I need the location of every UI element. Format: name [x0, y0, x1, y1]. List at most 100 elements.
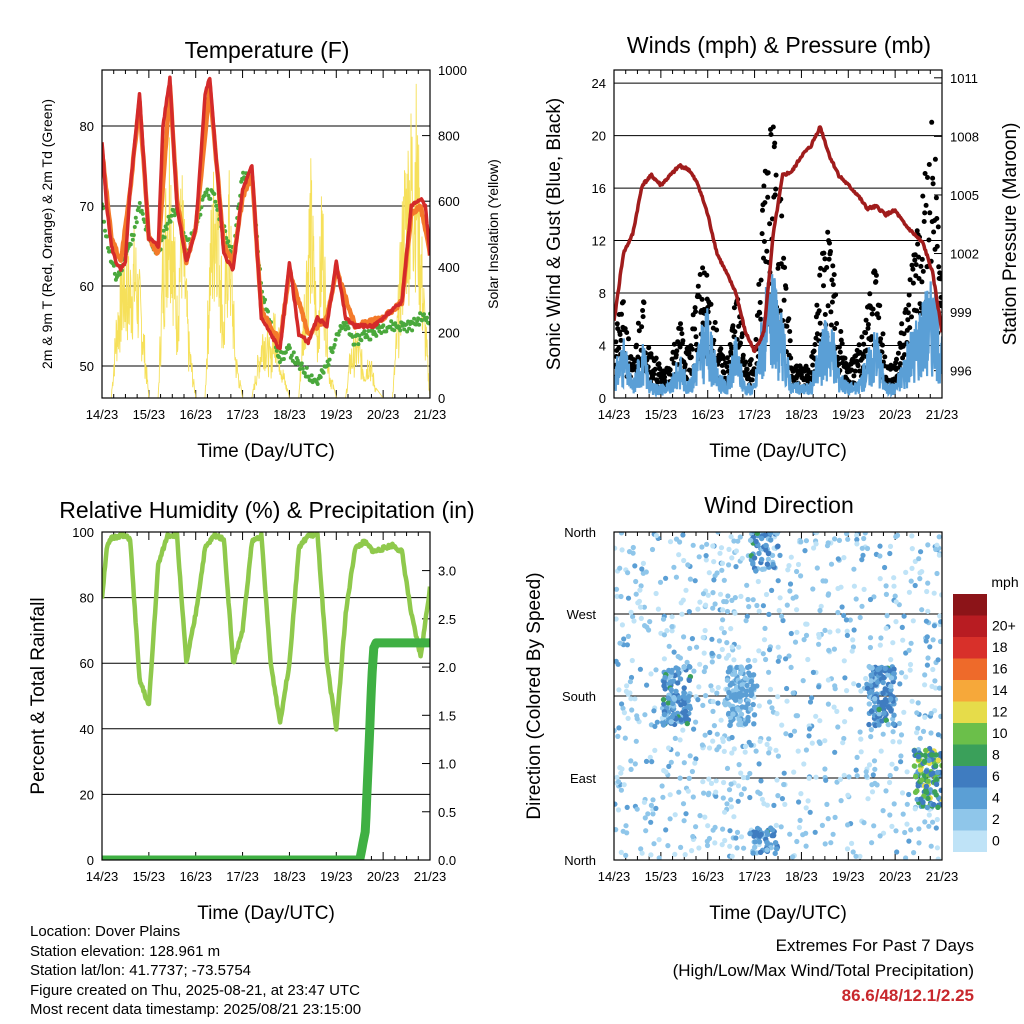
- direction-point: [648, 802, 655, 809]
- legend-label: 14: [992, 682, 1008, 698]
- direction-cluster-point: [681, 700, 687, 707]
- gust-point: [729, 345, 735, 351]
- direction-point: [657, 579, 664, 585]
- dewpoint-point: [357, 333, 362, 338]
- dewpoint-point: [356, 342, 361, 347]
- direction-point: [787, 588, 793, 594]
- direction-point: [615, 661, 621, 667]
- direction-point: [840, 740, 846, 746]
- y2-tick-label: 2.5: [438, 612, 456, 627]
- gust-point: [936, 264, 942, 270]
- direction-cluster-point: [911, 748, 917, 754]
- direction-cluster-point: [930, 770, 936, 776]
- gust-point: [678, 326, 684, 332]
- gust-point: [712, 320, 718, 325]
- gust-point: [765, 170, 771, 176]
- direction-cluster-point: [917, 767, 924, 773]
- direction-point: [892, 593, 898, 599]
- gust-point: [876, 315, 882, 321]
- dewpoint-point: [128, 242, 133, 247]
- direction-point: [702, 732, 708, 738]
- direction-point: [692, 578, 698, 584]
- direction-point: [883, 583, 889, 589]
- direction-cluster-point: [678, 717, 684, 723]
- dewpoint-point: [326, 363, 331, 367]
- x-tick-label: 14/23: [86, 407, 119, 422]
- gust-point: [693, 334, 699, 340]
- gust-point: [744, 366, 750, 372]
- gust-point: [836, 344, 842, 350]
- direction-point: [653, 805, 659, 812]
- direction-point: [727, 828, 733, 834]
- direction-point: [673, 536, 680, 542]
- direction-point: [785, 567, 791, 573]
- direction-point: [801, 761, 807, 767]
- direction-point: [702, 627, 708, 634]
- direction-cluster-point: [925, 778, 931, 784]
- direction-point: [625, 570, 631, 576]
- dewpoint-point: [402, 327, 407, 332]
- direction-point: [726, 562, 732, 568]
- direction-cluster-point: [915, 754, 922, 760]
- direction-point: [760, 651, 766, 657]
- direction-point: [701, 650, 707, 656]
- direction-cluster-point: [756, 523, 761, 528]
- direction-cluster-point: [881, 674, 887, 681]
- direction-point: [867, 635, 874, 641]
- direction-point: [627, 679, 634, 685]
- direction-point: [861, 535, 867, 542]
- direction-point: [729, 750, 735, 756]
- direction-cluster-point: [929, 752, 935, 758]
- direction-point: [632, 563, 638, 569]
- gust-point: [926, 162, 932, 167]
- y2-tick-label: 996: [950, 364, 972, 379]
- direction-point: [746, 604, 752, 610]
- y2-axis-label: Station Pressure (Maroon): [1000, 123, 1021, 346]
- direction-cluster-point: [751, 721, 757, 727]
- legend-swatch: [953, 637, 987, 659]
- direction-point: [617, 640, 623, 646]
- direction-point: [788, 732, 794, 738]
- panel-4: Wind Direction Time (Day/UTC) Direction (C…: [524, 492, 958, 924]
- direction-point: [707, 729, 713, 736]
- direction-point: [849, 840, 855, 847]
- direction-point: [909, 698, 915, 704]
- legend-label: 10: [992, 725, 1008, 741]
- direction-point: [741, 786, 747, 792]
- direction-point: [623, 688, 630, 695]
- dewpoint-point: [405, 329, 410, 334]
- direction-point: [764, 741, 770, 748]
- x-tick-label: 18/23: [785, 869, 818, 884]
- gust-point: [758, 277, 764, 283]
- gust-point: [851, 373, 857, 379]
- direction-point: [871, 758, 878, 764]
- direction-cluster-point: [938, 751, 942, 757]
- direction-point: [775, 753, 782, 759]
- y2-tick-label: 600: [438, 194, 460, 209]
- direction-point: [706, 790, 712, 796]
- dewpoint-point: [379, 331, 384, 335]
- direction-point: [868, 727, 874, 733]
- direction-point: [813, 713, 819, 719]
- direction-point: [713, 793, 719, 799]
- direction-point: [769, 587, 775, 594]
- direction-point: [914, 730, 920, 736]
- direction-point: [859, 557, 865, 563]
- direction-point: [803, 805, 809, 811]
- direction-cluster-point: [922, 752, 928, 759]
- legend-label: 12: [992, 703, 1008, 719]
- direction-point: [650, 811, 656, 817]
- direction-cluster-point: [661, 711, 668, 718]
- direction-point: [703, 557, 709, 563]
- gust-point: [779, 213, 785, 219]
- direction-point: [903, 855, 909, 860]
- panel-title: Relative Humidity (%) & Precipitation (i…: [59, 497, 474, 523]
- legend-swatch: [953, 658, 987, 680]
- direction-point: [877, 543, 883, 549]
- gust-point: [929, 119, 935, 125]
- direction-point: [798, 573, 804, 579]
- gust-point: [747, 362, 753, 368]
- direction-cluster-point: [751, 520, 756, 525]
- gust-point: [897, 361, 903, 367]
- direction-cluster-point: [681, 710, 687, 716]
